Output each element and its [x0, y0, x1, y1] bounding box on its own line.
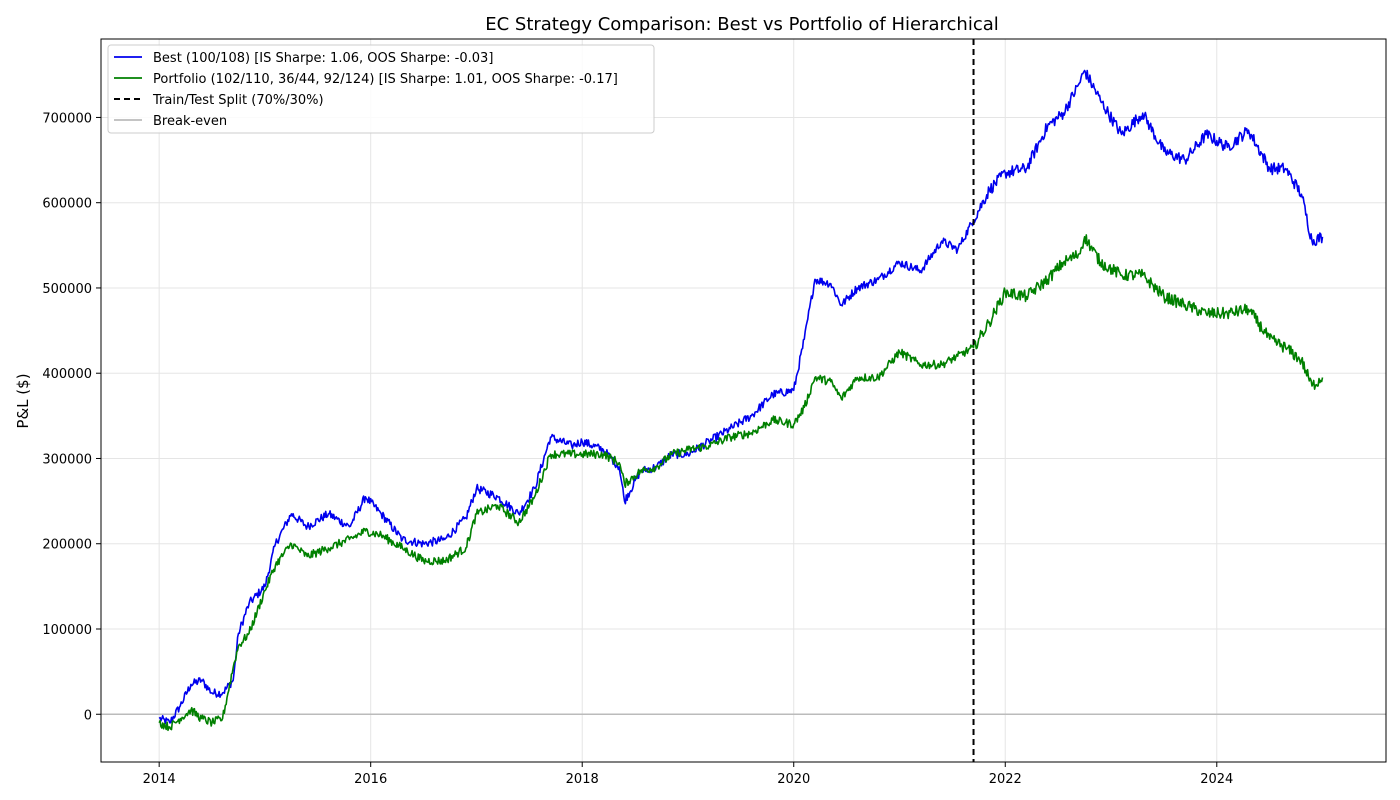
series-line-portfolio: [158, 234, 1324, 732]
x-tick-label: 2020: [777, 772, 810, 787]
y-axis: 0 100000 200000 300000 400000 500000 600000 700…: [42, 111, 101, 723]
legend: Best (100/108) [IS Sharpe: 1.06, OOS Sha…: [107, 44, 655, 134]
y-tick-label: 100000: [42, 623, 92, 638]
y-tick-label: 700000: [42, 111, 92, 126]
x-axis: 2014 2016 2018 2020 2022 2024: [143, 762, 1233, 787]
gridlines: [101, 39, 1386, 762]
plot-area-frame: [100, 38, 1387, 763]
series-line-best: [158, 69, 1324, 725]
y-tick-label: 600000: [42, 197, 92, 212]
chart-title: EC Strategy Comparison: Best vs Portfoli…: [485, 14, 999, 35]
y-tick-label: 400000: [42, 367, 92, 382]
legend-label: Train/Test Split (70%/30%): [152, 93, 324, 108]
y-tick-label: 0: [84, 708, 92, 723]
legend-label: Break-even: [153, 114, 227, 129]
x-tick-label: 2016: [354, 772, 387, 787]
legend-label: Best (100/108) [IS Sharpe: 1.06, OOS Sha…: [153, 51, 493, 66]
y-tick-label: 200000: [42, 538, 92, 553]
legend-box: [107, 44, 655, 134]
legend-label: Portfolio (102/110, 36/44, 92/124) [IS S…: [153, 72, 618, 87]
x-tick-label: 2024: [1200, 772, 1233, 787]
y-axis-label: P&L ($): [14, 373, 32, 428]
x-tick-label: 2022: [989, 772, 1022, 787]
x-tick-label: 2018: [566, 772, 599, 787]
y-tick-label: 300000: [42, 452, 92, 467]
x-tick-label: 2014: [143, 772, 176, 787]
y-tick-label: 500000: [42, 282, 92, 297]
